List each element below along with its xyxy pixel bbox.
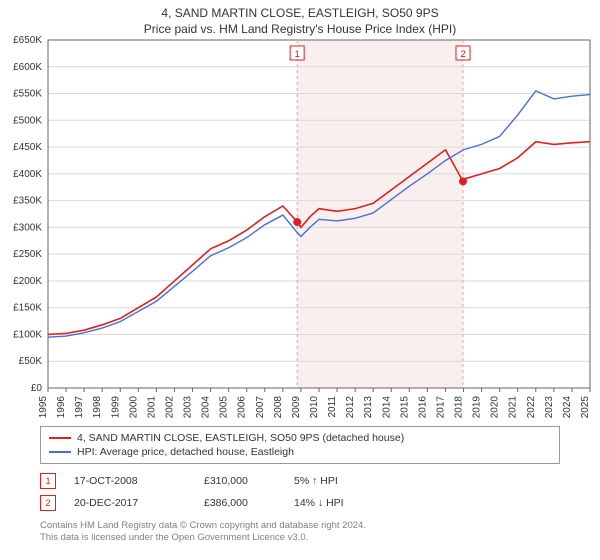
svg-text:2022: 2022 (526, 396, 537, 419)
footer-line-2: This data is licensed under the Open Gov… (40, 532, 560, 544)
svg-text:£150K: £150K (13, 303, 42, 314)
svg-text:2001: 2001 (146, 396, 157, 419)
svg-text:2018: 2018 (454, 396, 465, 419)
line-chart: £0£50K£100K£150K£200K£250K£300K£350K£400… (48, 40, 590, 420)
svg-text:2016: 2016 (417, 396, 428, 419)
sale-marker: 1 (40, 473, 56, 489)
svg-text:1996: 1996 (56, 396, 67, 419)
svg-text:2: 2 (460, 49, 465, 59)
legend: 4, SAND MARTIN CLOSE, EASTLEIGH, SO50 9P… (40, 426, 560, 464)
svg-text:2002: 2002 (164, 396, 175, 419)
sale-date: 20-DEC-2017 (74, 497, 204, 509)
svg-text:2025: 2025 (580, 396, 591, 419)
svg-text:2007: 2007 (255, 396, 266, 419)
sale-marker: 2 (40, 495, 56, 511)
page-title: 4, SAND MARTIN CLOSE, EASTLEIGH, SO50 9P… (0, 0, 600, 20)
sale-price: £310,000 (204, 475, 294, 487)
svg-text:2000: 2000 (128, 396, 139, 419)
svg-text:£200K: £200K (13, 276, 42, 287)
footer-text: Contains HM Land Registry data © Crown c… (40, 520, 560, 545)
svg-text:2005: 2005 (219, 396, 230, 419)
sale-row: 1 17-OCT-2008£310,0005% ↑ HPI (40, 470, 560, 492)
svg-text:2010: 2010 (309, 396, 320, 419)
svg-text:1: 1 (295, 49, 300, 59)
svg-text:£300K: £300K (13, 222, 42, 233)
svg-text:2019: 2019 (472, 396, 483, 419)
svg-text:£550K: £550K (13, 89, 42, 100)
sale-price: £386,000 (204, 497, 294, 509)
sale-date: 17-OCT-2008 (74, 475, 204, 487)
svg-text:£250K: £250K (13, 249, 42, 260)
svg-text:1995: 1995 (38, 396, 49, 419)
svg-text:2020: 2020 (490, 396, 501, 419)
footer-line-1: Contains HM Land Registry data © Crown c… (40, 520, 560, 532)
svg-text:2015: 2015 (399, 396, 410, 419)
svg-text:2012: 2012 (345, 396, 356, 419)
svg-text:2003: 2003 (183, 396, 194, 419)
svg-text:£400K: £400K (13, 169, 42, 180)
svg-text:£100K: £100K (13, 329, 42, 340)
svg-text:£650K: £650K (13, 35, 42, 46)
legend-item: HPI: Average price, detached house, East… (49, 445, 551, 459)
svg-text:£50K: £50K (19, 356, 43, 367)
svg-text:2024: 2024 (562, 396, 573, 419)
legend-item: 4, SAND MARTIN CLOSE, EASTLEIGH, SO50 9P… (49, 431, 551, 445)
svg-text:2013: 2013 (363, 396, 374, 419)
sale-hpi-delta: 14% ↓ HPI (294, 497, 384, 509)
legend-swatch (49, 451, 71, 453)
svg-text:2009: 2009 (291, 396, 302, 419)
svg-text:2006: 2006 (237, 396, 248, 419)
legend-swatch (49, 437, 71, 439)
svg-text:2014: 2014 (381, 396, 392, 419)
legend-label: 4, SAND MARTIN CLOSE, EASTLEIGH, SO50 9P… (77, 432, 404, 444)
sales-table: 1 17-OCT-2008£310,0005% ↑ HPI 2 20-DEC-2017… (40, 470, 560, 514)
page-subtitle: Price paid vs. HM Land Registry's House … (0, 20, 600, 40)
svg-text:2023: 2023 (544, 396, 555, 419)
svg-text:£450K: £450K (13, 142, 42, 153)
svg-text:£500K: £500K (13, 115, 42, 126)
sale-hpi-delta: 5% ↑ HPI (294, 475, 384, 487)
legend-label: HPI: Average price, detached house, East… (77, 446, 294, 458)
svg-text:2021: 2021 (508, 396, 519, 419)
svg-text:2004: 2004 (201, 396, 212, 419)
svg-text:1997: 1997 (74, 396, 85, 419)
svg-text:£600K: £600K (13, 62, 42, 73)
chart-area: £0£50K£100K£150K£200K£250K£300K£350K£400… (48, 40, 590, 420)
svg-text:1999: 1999 (110, 396, 121, 419)
svg-text:£350K: £350K (13, 196, 42, 207)
svg-text:2011: 2011 (327, 396, 338, 418)
sale-row: 2 20-DEC-2017£386,00014% ↓ HPI (40, 492, 560, 514)
svg-text:1998: 1998 (92, 396, 103, 419)
svg-text:2017: 2017 (435, 396, 446, 419)
svg-text:2008: 2008 (273, 396, 284, 419)
svg-text:£0: £0 (31, 383, 43, 394)
